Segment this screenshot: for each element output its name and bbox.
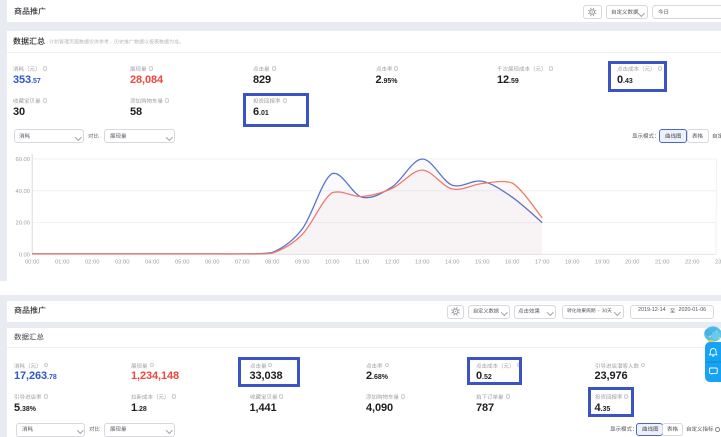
svg-text:03:00: 03:00 [115, 260, 130, 266]
svg-text:10:00: 10:00 [325, 260, 340, 266]
svg-text:02:00: 02:00 [85, 260, 100, 266]
svg-text:04:00: 04:00 [145, 260, 160, 266]
svg-text:22:00: 22:00 [685, 260, 700, 266]
svg-text:17:00: 17:00 [535, 260, 550, 266]
svg-text:00:00: 00:00 [25, 260, 40, 266]
svg-text:20:00: 20:00 [625, 260, 640, 266]
svg-text:14:00: 14:00 [445, 260, 460, 266]
svg-text:12:00: 12:00 [385, 260, 400, 266]
svg-text:60.00: 60.00 [15, 157, 30, 163]
svg-text:11:00: 11:00 [355, 260, 369, 266]
svg-text:40.00: 40.00 [15, 189, 30, 195]
svg-text:15:00: 15:00 [475, 260, 490, 266]
svg-text:16:00: 16:00 [505, 260, 520, 266]
svg-text:13:00: 13:00 [415, 260, 430, 266]
svg-text:19:00: 19:00 [595, 260, 610, 266]
svg-text:09:00: 09:00 [295, 260, 310, 266]
svg-text:20.00: 20.00 [15, 221, 30, 227]
svg-text:21:00: 21:00 [655, 260, 670, 266]
svg-text:0.00: 0.00 [19, 252, 30, 258]
svg-text:06:00: 06:00 [205, 260, 220, 266]
svg-text:08:00: 08:00 [265, 260, 280, 266]
svg-text:05:00: 05:00 [175, 260, 190, 266]
svg-text:07:00: 07:00 [235, 260, 250, 266]
svg-text:18:00: 18:00 [565, 260, 580, 266]
svg-text:23:00: 23:00 [715, 260, 721, 266]
svg-text:01:00: 01:00 [55, 260, 70, 266]
